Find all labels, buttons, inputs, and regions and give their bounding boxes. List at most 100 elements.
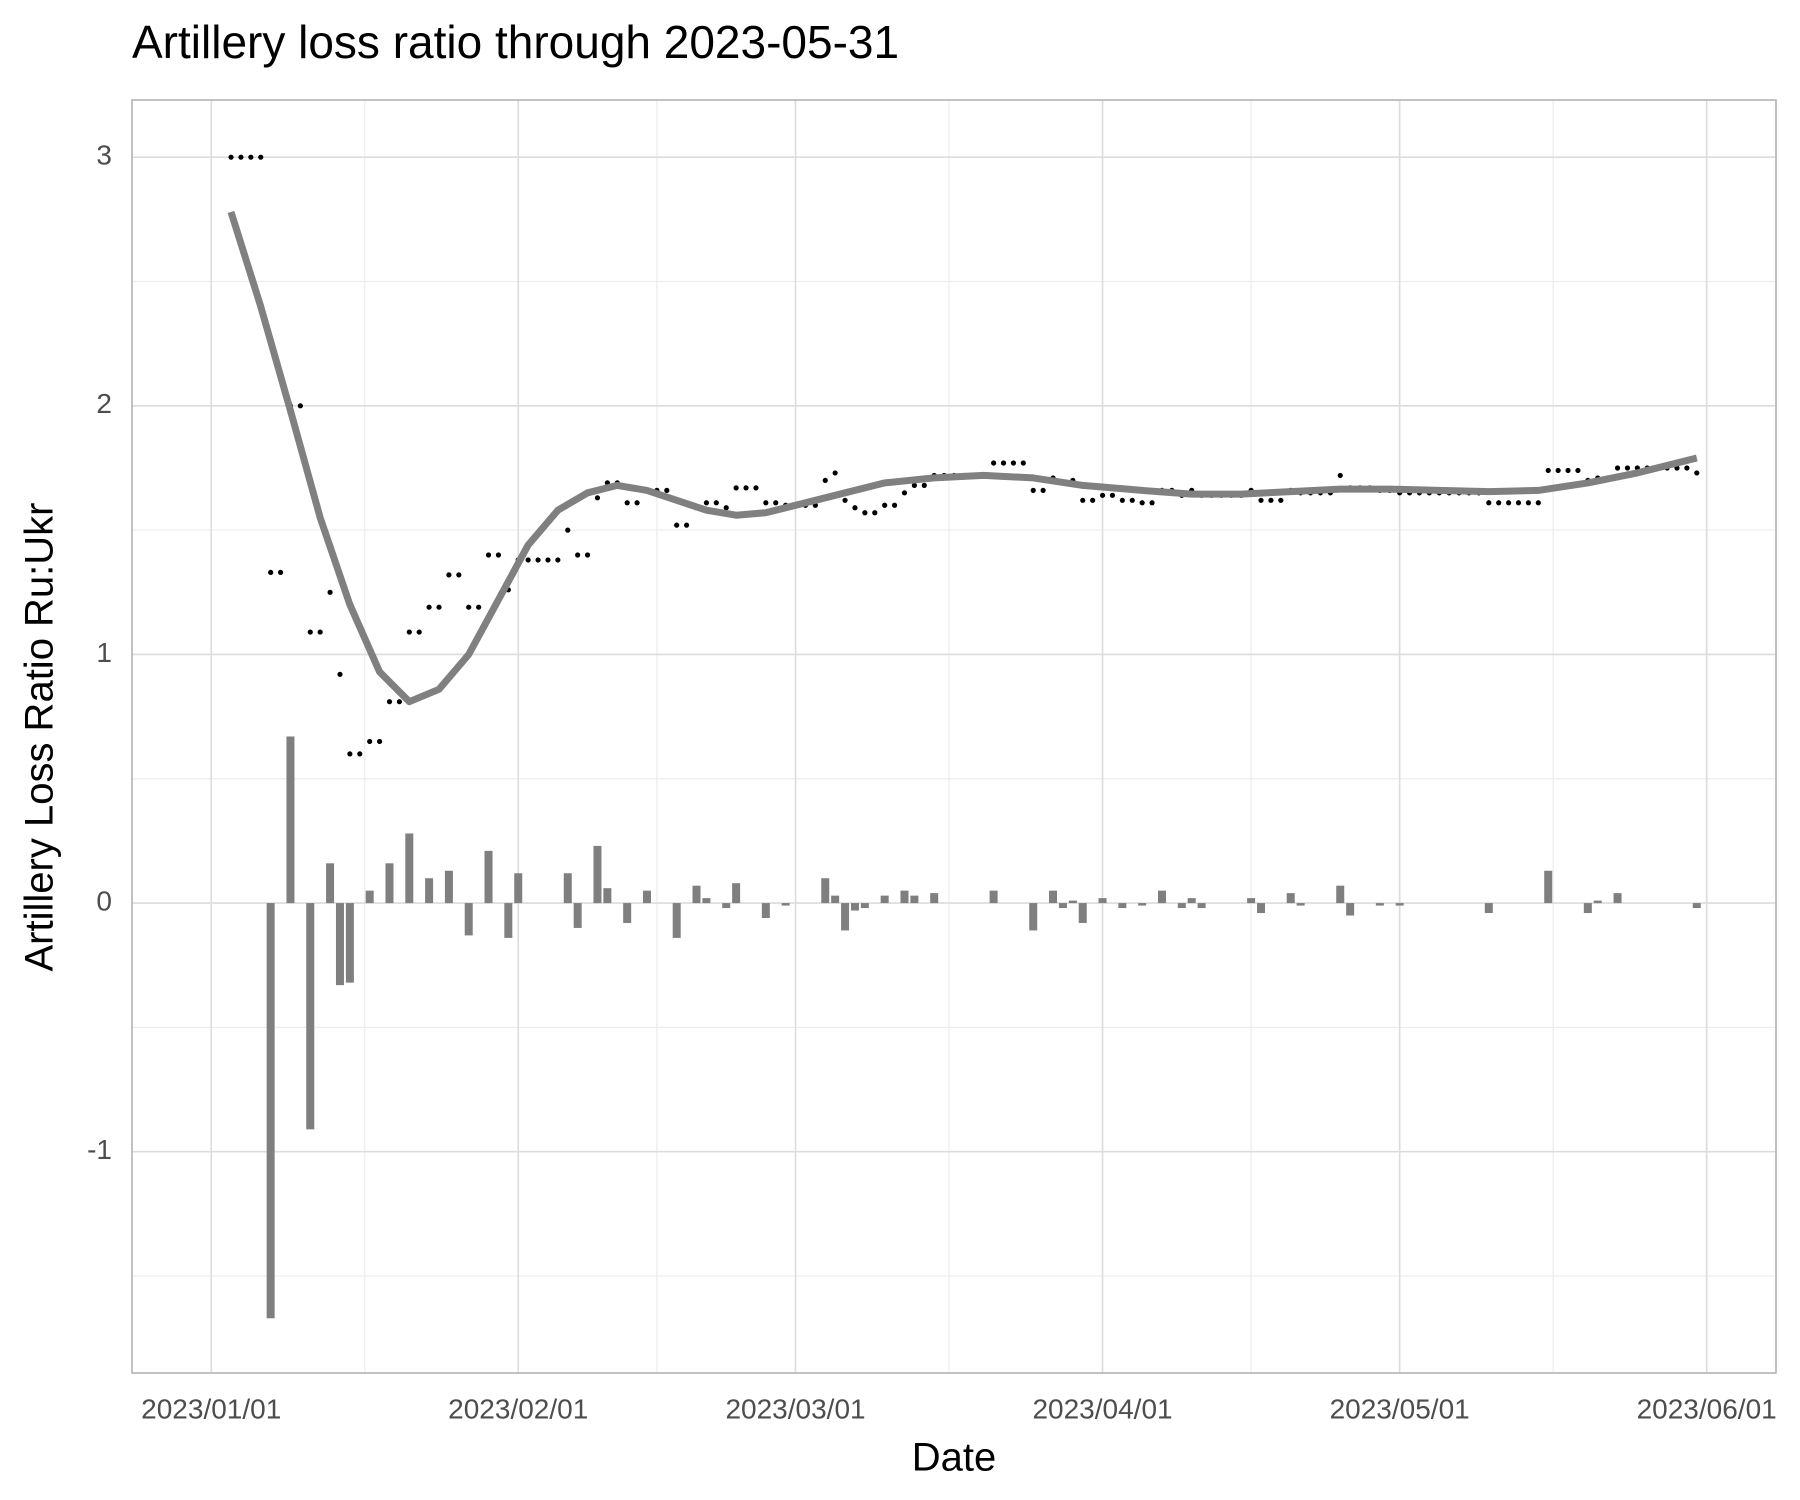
- bar: [563, 873, 572, 904]
- bar: [722, 903, 731, 909]
- y-tick-label: 3: [96, 140, 112, 171]
- point: [1535, 500, 1541, 506]
- point: [1139, 500, 1145, 506]
- point: [684, 522, 690, 528]
- point: [1040, 487, 1046, 493]
- point: [594, 495, 601, 501]
- bar: [1336, 885, 1345, 904]
- bar: [1177, 903, 1186, 909]
- point: [446, 572, 452, 578]
- point: [1268, 497, 1274, 503]
- point: [882, 502, 888, 508]
- point: [723, 505, 729, 511]
- point: [268, 569, 274, 576]
- point: [466, 604, 472, 610]
- x-tick-label: 2023/05/01: [1330, 1393, 1470, 1424]
- point: [1090, 497, 1096, 503]
- x-tick-label: 2023/02/01: [448, 1393, 588, 1424]
- point: [426, 604, 432, 610]
- bar: [692, 885, 701, 904]
- point: [1575, 467, 1581, 474]
- y-tick-label: 0: [96, 885, 112, 916]
- point: [852, 505, 858, 511]
- bar: [385, 863, 394, 904]
- bar: [425, 878, 434, 904]
- point: [376, 738, 383, 745]
- point: [733, 485, 739, 491]
- point: [1278, 497, 1284, 503]
- point: [773, 500, 779, 506]
- bar: [1583, 903, 1592, 914]
- bar: [573, 903, 582, 928]
- bar: [781, 903, 790, 906]
- bar: [365, 890, 374, 904]
- point: [495, 552, 502, 558]
- point: [238, 154, 244, 160]
- bar: [306, 903, 315, 1130]
- x-tick-label: 2023/04/01: [1032, 1393, 1172, 1424]
- bar: [504, 903, 513, 938]
- point: [1109, 492, 1116, 498]
- bar: [1593, 900, 1602, 904]
- bar: [1058, 903, 1067, 909]
- point: [396, 699, 402, 705]
- point: [228, 154, 234, 160]
- bar: [286, 736, 295, 904]
- point: [1525, 500, 1532, 506]
- bar: [1257, 903, 1266, 914]
- point: [674, 522, 680, 528]
- bar: [702, 898, 711, 904]
- point: [991, 460, 997, 466]
- point: [357, 751, 363, 757]
- x-axis-title: Date: [912, 1436, 997, 1480]
- trend-line: [227, 210, 1698, 706]
- point: [575, 552, 581, 558]
- bar: [672, 903, 681, 938]
- point: [436, 604, 442, 610]
- point: [634, 500, 640, 506]
- bar: [1157, 890, 1166, 904]
- point: [842, 497, 848, 503]
- point: [1000, 460, 1007, 466]
- y-axis-title: Artillery Loss Ratio Ru:Ukr: [18, 502, 62, 971]
- point: [1565, 467, 1571, 474]
- bar: [1068, 900, 1077, 904]
- point: [753, 485, 759, 491]
- bar: [1346, 903, 1355, 916]
- point: [248, 154, 254, 160]
- bar: [900, 890, 909, 904]
- bar: [989, 890, 998, 904]
- bar: [603, 888, 612, 904]
- bar: [345, 903, 354, 983]
- point: [1020, 460, 1026, 466]
- point: [1545, 467, 1551, 474]
- point: [277, 569, 284, 576]
- point: [1129, 497, 1135, 503]
- point: [1010, 460, 1017, 466]
- bar: [1197, 903, 1206, 909]
- bar: [1138, 903, 1147, 906]
- bar: [1286, 893, 1295, 904]
- point: [367, 738, 373, 745]
- chart-title: Artillery loss ratio through 2023-05-31: [132, 16, 899, 68]
- bar: [930, 893, 939, 904]
- bar: [266, 903, 275, 1319]
- point: [525, 557, 531, 563]
- point: [1258, 497, 1264, 503]
- point: [1614, 465, 1621, 471]
- bar: [732, 883, 741, 904]
- bar: [1187, 898, 1196, 904]
- point: [1555, 467, 1561, 474]
- point: [545, 557, 551, 563]
- point: [307, 629, 313, 635]
- bar: [1613, 893, 1622, 904]
- point: [555, 557, 561, 563]
- point: [713, 500, 719, 506]
- point: [317, 629, 323, 635]
- bar: [1395, 903, 1404, 906]
- point: [456, 572, 462, 578]
- point: [703, 500, 710, 506]
- bar: [850, 903, 859, 911]
- point: [624, 500, 630, 506]
- point: [386, 699, 393, 705]
